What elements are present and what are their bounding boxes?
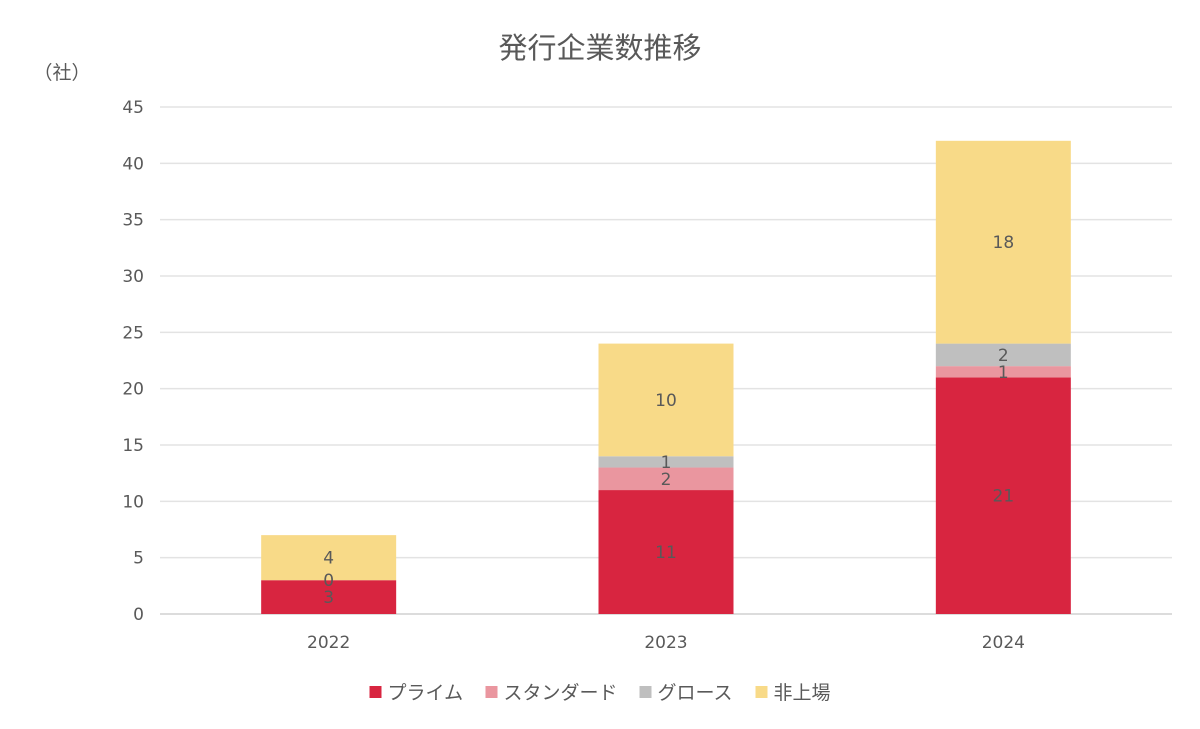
bar-segment [935,343,1071,367]
y-tick-label: 30 [122,267,144,287]
data-label: 11 [655,543,677,563]
y-axis-ticks: 0 5 10 15 20 25 30 35 40 45 [122,98,144,625]
y-tick-label: 25 [122,323,144,343]
y-tick-label: 35 [122,211,144,231]
data-label: 4 [323,549,334,569]
legend-label: プライム [388,682,464,704]
legend: プライム スタンダード グロース 非上場 [369,682,831,704]
bar-segment [935,140,1071,344]
y-tick-label: 20 [122,380,144,400]
data-label: 2 [661,470,672,490]
data-label: 0 [323,571,334,591]
legend-swatch [639,686,652,698]
data-label: 18 [993,233,1015,253]
y-tick-label: 0 [133,605,144,625]
data-label: 3 [323,588,334,608]
y-axis-unit-label: （社） [33,62,90,84]
bar-segment [261,580,397,614]
bar-segment [598,343,734,457]
data-label: 1 [661,453,672,473]
bar-segment [935,377,1071,614]
bar-segment [261,535,397,581]
legend-swatch [755,686,768,698]
legend-label: 非上場 [774,682,831,704]
x-tick-label: 2022 [307,633,350,653]
chart-title: 発行企業数推移 [498,31,701,65]
x-axis-ticks: 2022 2023 2024 [307,633,1025,653]
data-label: 10 [655,391,677,411]
legend-swatch [369,686,382,698]
bar-segment [598,490,734,614]
y-tick-label: 15 [122,436,144,456]
legend-label: グロース [658,682,733,704]
x-tick-label: 2024 [982,633,1025,653]
y-tick-label: 40 [122,154,144,174]
legend-label: スタンダード [504,682,618,704]
bar-segment [598,467,734,491]
x-tick-label: 2023 [644,633,687,653]
bars [261,140,1071,614]
y-tick-label: 10 [122,492,144,512]
y-tick-label: 5 [133,549,144,569]
data-label: 2 [998,346,1009,366]
data-label: 21 [993,487,1015,507]
bar-segment [598,456,734,468]
bar-segment [935,366,1071,378]
y-tick-label: 45 [122,98,144,118]
legend-swatch [485,686,498,698]
data-label: 1 [998,363,1009,383]
